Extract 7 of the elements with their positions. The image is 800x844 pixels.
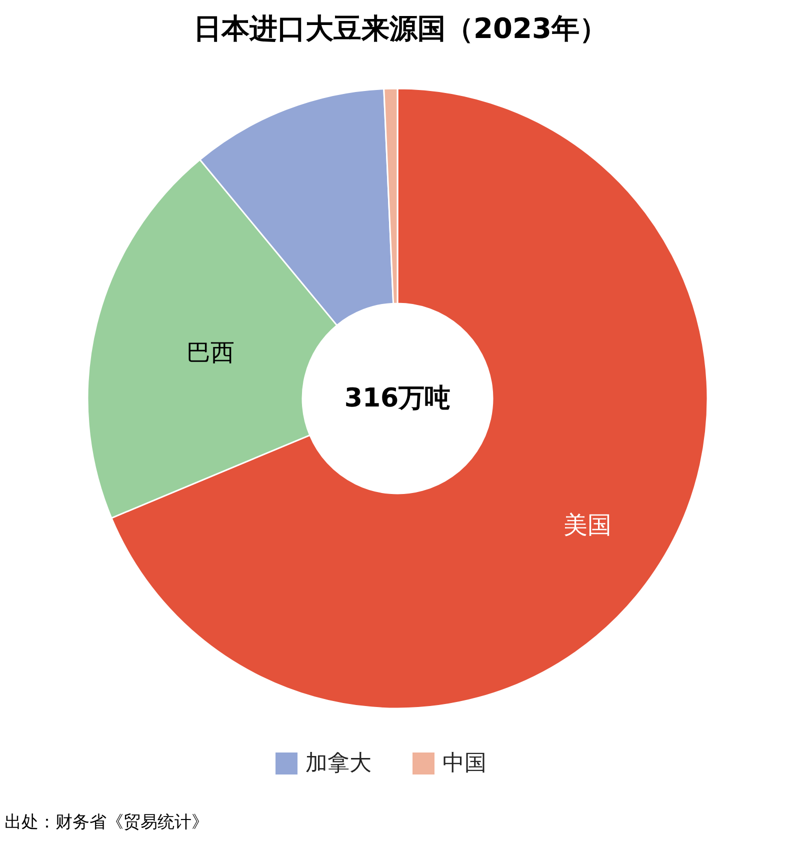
slice-label: 巴西 (186, 338, 235, 366)
chart-title: 日本进口大豆来源国（2023年） (194, 12, 608, 45)
legend-label: 加拿大 (306, 751, 372, 776)
legend-label: 中国 (442, 751, 486, 776)
text: 316万吨 (344, 384, 451, 414)
text: 出处：财务省《贸易统计》 (4, 812, 208, 832)
slice-label: 美国 (564, 511, 612, 540)
